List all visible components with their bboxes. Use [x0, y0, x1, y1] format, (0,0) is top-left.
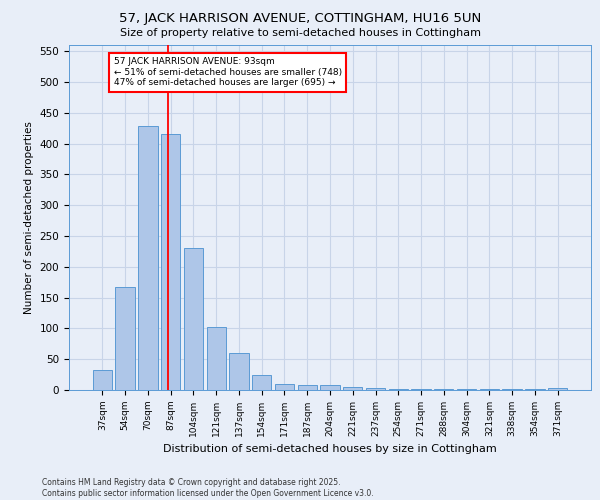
Bar — [115, 286, 135, 390]
Text: Size of property relative to semi-detached houses in Cottingham: Size of property relative to semi-detach… — [119, 28, 481, 38]
Text: Contains HM Land Registry data © Crown copyright and database right 2025.
Contai: Contains HM Land Registry data © Crown c… — [42, 478, 374, 498]
X-axis label: Distribution of semi-detached houses by size in Cottingham: Distribution of semi-detached houses by … — [163, 444, 497, 454]
Bar — [298, 385, 317, 390]
Bar — [93, 370, 112, 390]
Bar — [161, 134, 181, 390]
Bar — [548, 388, 567, 390]
Bar — [389, 389, 408, 390]
Bar — [229, 353, 248, 390]
Bar — [206, 326, 226, 390]
Bar — [366, 388, 385, 390]
Text: 57 JACK HARRISON AVENUE: 93sqm
← 51% of semi-detached houses are smaller (748)
4: 57 JACK HARRISON AVENUE: 93sqm ← 51% of … — [114, 58, 342, 87]
Bar — [343, 387, 362, 390]
Bar — [184, 248, 203, 390]
Y-axis label: Number of semi-detached properties: Number of semi-detached properties — [24, 121, 34, 314]
Bar — [138, 126, 158, 390]
Bar — [275, 384, 294, 390]
Text: 57, JACK HARRISON AVENUE, COTTINGHAM, HU16 5UN: 57, JACK HARRISON AVENUE, COTTINGHAM, HU… — [119, 12, 481, 25]
Bar — [252, 374, 271, 390]
Bar — [320, 385, 340, 390]
